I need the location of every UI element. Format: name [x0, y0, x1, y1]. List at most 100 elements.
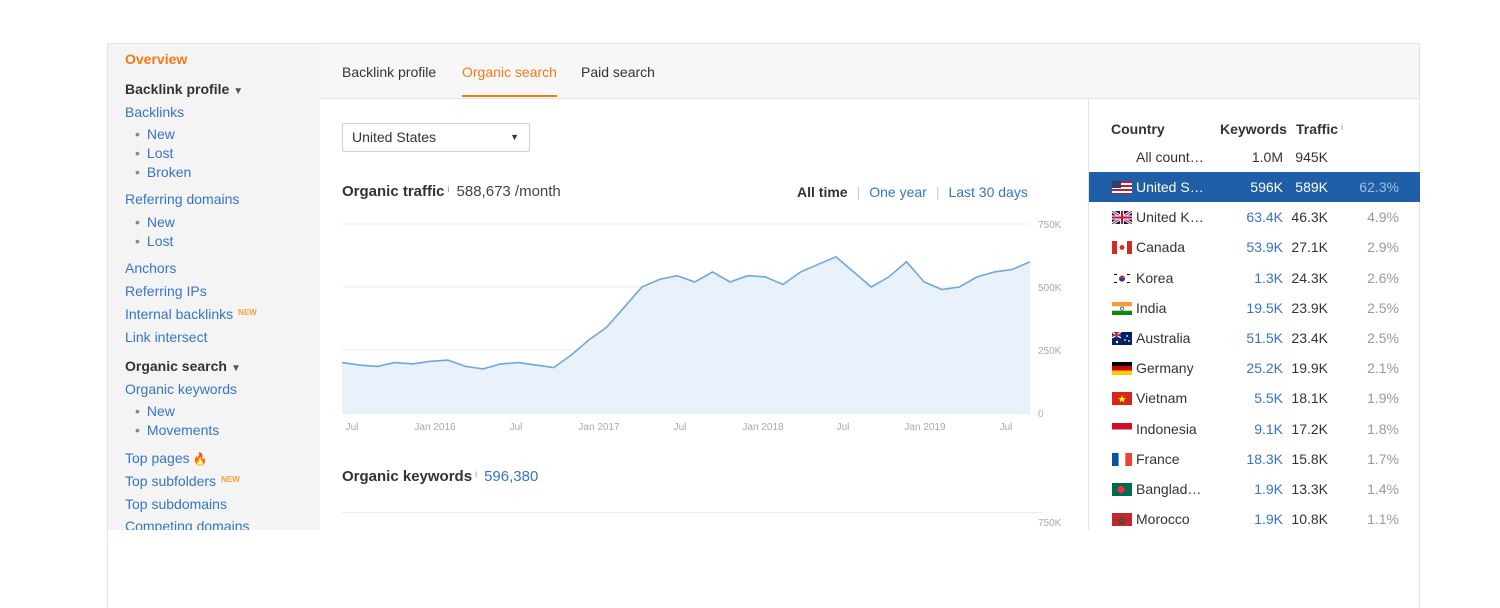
keywords-value: 1.0M — [1251, 149, 1283, 165]
tab-organic-search[interactable]: Organic search — [462, 64, 557, 97]
keywords-value[interactable]: 9.1K — [1254, 420, 1283, 437]
sidebar-item-link-intersect[interactable]: Link intersect — [125, 329, 208, 345]
country-name: Vietnam — [1136, 390, 1188, 407]
range-last-30-days[interactable]: Last 30 days — [948, 184, 1028, 200]
keywords-value[interactable]: 1.9K — [1254, 481, 1283, 497]
sidebar: Overview Backlink profile▼ Backlinks New… — [108, 44, 320, 530]
keywords-value[interactable]: 53.9K — [1246, 239, 1283, 256]
keywords-value[interactable]: 1.9K — [1254, 511, 1283, 528]
sidebar-item-rd-lost[interactable]: Lost — [135, 233, 173, 249]
sidebar-section-organic-search[interactable]: Organic search ▼ — [125, 358, 241, 374]
tab-paid-search[interactable]: Paid search — [581, 64, 655, 80]
traffic-value: 23.9K — [1291, 299, 1328, 316]
table-row[interactable]: Canada 53.9K 27.1K 2.9% — [1089, 232, 1420, 262]
country-name: Australia — [1136, 330, 1191, 346]
flag-au-icon — [1112, 332, 1132, 345]
range-divider: | — [935, 184, 940, 200]
keywords-value[interactable]: 63.4K — [1246, 209, 1283, 226]
sidebar-item-backlinks[interactable]: Backlinks — [125, 104, 185, 120]
sidebar-item-rd-new[interactable]: New — [135, 214, 175, 230]
keywords-value[interactable]: 19.5K — [1246, 299, 1283, 316]
organic-traffic-chart[interactable]: 750K 500K 250K 0 Jul Jan 2016 Jul Jan 2017 Jul Ja… — [320, 214, 1088, 444]
traffic-percent: 2.9% — [1367, 239, 1399, 256]
sidebar-item-backlinks-new[interactable]: New — [135, 126, 175, 142]
organic-keywords-value[interactable]: 596,380 — [484, 468, 539, 485]
sidebar-item-backlinks-lost[interactable]: Lost — [135, 145, 173, 161]
sidebar-item-top-subfolders[interactable]: Top subfolders NEW — [125, 473, 240, 489]
traffic-value: 945K — [1295, 149, 1328, 165]
sidebar-item-top-subdomains[interactable]: Top subdomains — [125, 496, 227, 512]
sidebar-item-label: Top subfolders — [125, 473, 217, 489]
sidebar-item-overview[interactable]: Overview — [125, 51, 188, 67]
keywords-value[interactable]: 25.2K — [1246, 360, 1283, 377]
table-row[interactable]: Indonesia 9.1K 17.2K 1.8% — [1089, 414, 1420, 444]
gridline — [342, 512, 1042, 513]
countries-table: Country Keywords Traffic i All count… 1.0M… — [1088, 99, 1420, 530]
x-tick-label: Jul — [346, 422, 359, 433]
top-tab-bar: Backlink profile Organic search Paid sea… — [320, 44, 1419, 99]
sidebar-item-ok-new[interactable]: New — [135, 403, 175, 419]
country-select[interactable]: United States ▼ — [342, 123, 530, 152]
sidebar-item-referring-domains[interactable]: Referring domains — [125, 191, 240, 207]
traffic-percent: 1.4% — [1367, 481, 1399, 497]
keywords-value[interactable]: 1.3K — [1254, 269, 1283, 286]
traffic-value: 46.3K — [1291, 209, 1328, 226]
traffic-percent: 1.9% — [1367, 390, 1399, 407]
x-tick-label: Jul — [674, 422, 687, 433]
table-row[interactable]: Germany 25.2K 19.9K 2.1% — [1089, 353, 1420, 383]
traffic-percent: 2.6% — [1367, 269, 1399, 286]
range-all-time[interactable]: All time — [797, 184, 848, 200]
flag-kr-icon — [1112, 271, 1132, 285]
country-name: France — [1136, 450, 1180, 467]
info-icon[interactable]: i — [447, 184, 450, 194]
flag-in-icon — [1112, 301, 1132, 315]
range-one-year[interactable]: One year — [869, 184, 927, 200]
sidebar-item-anchors[interactable]: Anchors — [125, 260, 177, 276]
keywords-value[interactable]: 51.5K — [1246, 330, 1283, 346]
sidebar-section-backlink-profile[interactable]: Backlink profile ▼ — [125, 81, 243, 97]
traffic-area — [342, 256, 1030, 413]
x-tick-label: Jan 2017 — [578, 422, 620, 433]
organic-keywords-label: Organic keywords — [342, 468, 473, 485]
time-range-selector: All time | One year | Last 30 days — [797, 184, 1028, 200]
table-row[interactable]: India 19.5K 23.9K 2.5% — [1089, 293, 1420, 323]
table-row[interactable]: Korea 1.3K 24.3K 2.6% — [1089, 263, 1420, 293]
y-tick-label: 0 — [1038, 409, 1044, 420]
keywords-value[interactable]: 18.3K — [1246, 450, 1283, 467]
sidebar-item-ok-movements[interactable]: Movements — [135, 422, 219, 438]
col-header-traffic[interactable]: Traffic i — [1296, 121, 1350, 137]
traffic-percent: 62.3% — [1359, 179, 1399, 195]
info-icon[interactable]: i — [475, 469, 478, 479]
table-row[interactable]: Vietnam 5.5K 18.1K 1.9% — [1089, 383, 1420, 413]
flame-icon: 🔥 — [192, 452, 208, 466]
sidebar-item-internal-backlinks[interactable]: Internal backlinks NEW — [125, 306, 257, 322]
keywords-value[interactable]: 5.5K — [1254, 390, 1283, 407]
flag-id-icon — [1112, 422, 1132, 436]
sidebar-item-backlinks-broken[interactable]: Broken — [135, 164, 191, 180]
country-name: India — [1136, 299, 1167, 316]
sidebar-item-organic-keywords[interactable]: Organic keywords — [125, 381, 238, 397]
tab-backlink-profile[interactable]: Backlink profile — [342, 64, 437, 80]
table-row[interactable]: Morocco 1.9K 10.8K 1.1% — [1089, 504, 1420, 534]
sidebar-item-top-pages[interactable]: Top pages 🔥 — [125, 450, 208, 466]
country-select-value: United States — [352, 129, 437, 145]
keywords-value[interactable]: 596K — [1250, 179, 1283, 195]
table-row[interactable]: United S… 596K 589K 62.3% — [1089, 172, 1420, 202]
table-row[interactable]: Australia 51.5K 23.4K 2.5% — [1089, 323, 1420, 353]
sidebar-item-label: Top pages — [125, 450, 190, 466]
sidebar-item-competing-domains[interactable]: Competing domains — [125, 518, 250, 530]
col-header-keywords[interactable]: Keywords — [1220, 121, 1287, 137]
sidebar-item-referring-ips[interactable]: Referring IPs — [125, 283, 207, 299]
caret-down-icon: ▼ — [230, 363, 241, 374]
table-row[interactable]: Banglad… 1.9K 13.3K 1.4% — [1089, 474, 1420, 504]
table-row-all-countries[interactable]: All count… 1.0M 945K — [1089, 142, 1420, 172]
organic-traffic-label: Organic traffic — [342, 183, 445, 200]
new-badge: NEW — [221, 475, 240, 484]
country-name: All count… — [1136, 149, 1204, 165]
x-tick-label: Jan 2018 — [742, 422, 784, 433]
flag-us-icon — [1112, 181, 1132, 194]
col-header-country[interactable]: Country — [1111, 121, 1165, 137]
table-row[interactable]: France 18.3K 15.8K 1.7% — [1089, 444, 1420, 474]
table-row[interactable]: United K… 63.4K 46.3K 4.9% — [1089, 202, 1420, 232]
main-content: United States ▼ Organic traffic i 588,673 … — [320, 99, 1088, 530]
